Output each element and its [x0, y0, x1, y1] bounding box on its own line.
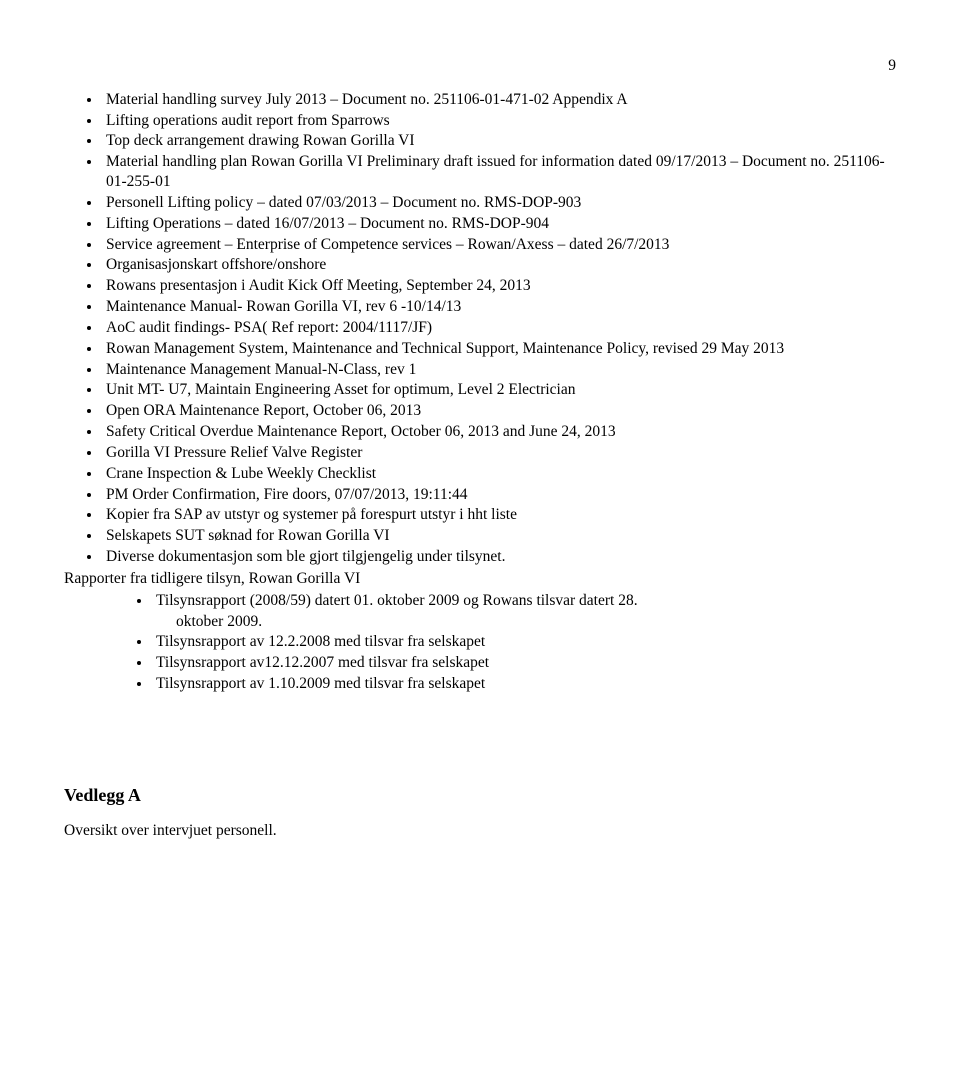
list-item: Tilsynsrapport av 12.2.2008 med tilsvar … — [152, 632, 896, 652]
list-item: Open ORA Maintenance Report, October 06,… — [102, 401, 896, 421]
main-bullet-list: Material handling survey July 2013 – Doc… — [64, 90, 896, 567]
list-item: Service agreement – Enterprise of Compet… — [102, 235, 896, 255]
report-list-heading: Rapporter fra tidligere tilsyn, Rowan Go… — [64, 569, 896, 589]
list-item: Top deck arrangement drawing Rowan Goril… — [102, 131, 896, 151]
appendix-title: Vedlegg A — [64, 784, 896, 807]
list-item: Rowans presentasjon i Audit Kick Off Mee… — [102, 276, 896, 296]
list-item: Kopier fra SAP av utstyr og systemer på … — [102, 505, 896, 525]
list-item: AoC audit findings- PSA( Ref report: 200… — [102, 318, 896, 338]
list-item: Organisasjonskart offshore/onshore — [102, 255, 896, 275]
list-item: Maintenance Manual- Rowan Gorilla VI, re… — [102, 297, 896, 317]
nested-bullet-list: Tilsynsrapport av 12.2.2008 med tilsvar … — [64, 632, 896, 693]
page-number: 9 — [64, 56, 896, 76]
nested-bullet-list: Tilsynsrapport (2008/59) datert 01. okto… — [64, 591, 896, 611]
list-item: Tilsynsrapport (2008/59) datert 01. okto… — [152, 591, 896, 611]
list-item: Personell Lifting policy – dated 07/03/2… — [102, 193, 896, 213]
list-item: Unit MT- U7, Maintain Engineering Asset … — [102, 380, 896, 400]
list-item: PM Order Confirmation, Fire doors, 07/07… — [102, 485, 896, 505]
list-item: Material handling survey July 2013 – Doc… — [102, 90, 896, 110]
list-item: Tilsynsrapport av12.12.2007 med tilsvar … — [152, 653, 896, 673]
list-item: Lifting Operations – dated 16/07/2013 – … — [102, 214, 896, 234]
list-item: Selskapets SUT søknad for Rowan Gorilla … — [102, 526, 896, 546]
list-item: Maintenance Management Manual-N-Class, r… — [102, 360, 896, 380]
list-item: Crane Inspection & Lube Weekly Checklist — [102, 464, 896, 484]
list-item: Gorilla VI Pressure Relief Valve Registe… — [102, 443, 896, 463]
list-item-continuation: oktober 2009. — [64, 612, 896, 632]
list-item: Diverse dokumentasjon som ble gjort tilg… — [102, 547, 896, 567]
list-item: Rowan Management System, Maintenance and… — [102, 339, 896, 359]
list-item: Lifting operations audit report from Spa… — [102, 111, 896, 131]
appendix-section: Vedlegg A Oversikt over intervjuet perso… — [64, 784, 896, 841]
list-item: Tilsynsrapport av 1.10.2009 med tilsvar … — [152, 674, 896, 694]
list-item: Safety Critical Overdue Maintenance Repo… — [102, 422, 896, 442]
appendix-body: Oversikt over intervjuet personell. — [64, 821, 896, 841]
list-item: Material handling plan Rowan Gorilla VI … — [102, 152, 896, 192]
nested-report-list: Tilsynsrapport (2008/59) datert 01. okto… — [64, 591, 896, 694]
